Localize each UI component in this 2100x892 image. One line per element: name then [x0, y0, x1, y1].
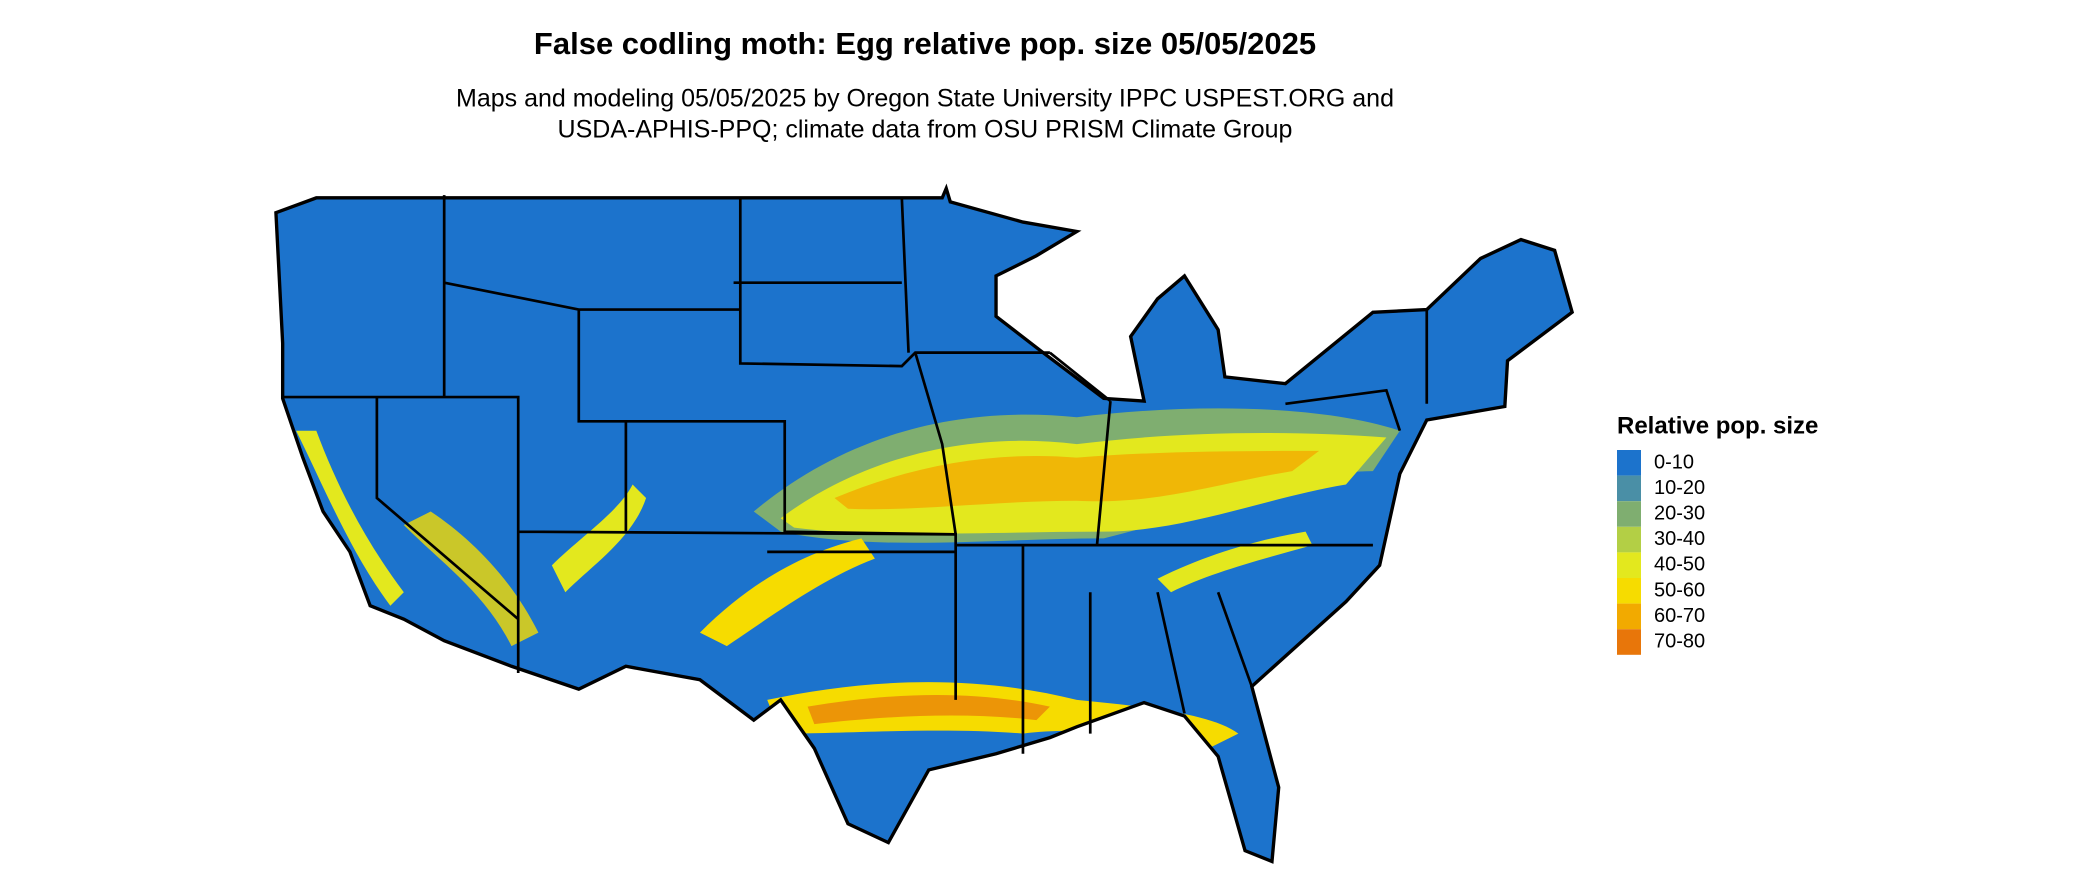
legend-title: Relative pop. size: [1617, 412, 1818, 439]
legend-label: 20-30: [1654, 502, 1705, 524]
legend-swatch: [1617, 629, 1641, 655]
legend-label: 60-70: [1654, 605, 1705, 627]
legend: 0-10 10-20 20-30 30-40 40-50 50-60 60-70 70-80: [1617, 450, 1705, 655]
legend-label: 10-20: [1654, 477, 1705, 499]
state-borders: [282, 195, 1429, 754]
legend-label: 40-50: [1654, 554, 1705, 576]
legend-swatch: [1617, 603, 1641, 630]
legend-label: 70-80: [1654, 630, 1705, 652]
subtitle: Maps and modeling 05/05/2025 by Oregon S…: [456, 85, 1394, 113]
legend-label: 30-40: [1654, 528, 1705, 550]
legend-swatch: [1617, 450, 1641, 476]
legend-swatch: [1617, 578, 1641, 604]
legend-label: 50-60: [1654, 579, 1705, 601]
subtitle: USDA-APHIS-PPQ; climate data from OSU PR…: [558, 116, 1293, 144]
legend-swatch: [1617, 526, 1641, 553]
legend-swatch: [1617, 501, 1641, 527]
legend-swatch: [1617, 475, 1641, 502]
risk-zones: [296, 408, 1400, 748]
us-map: [274, 186, 1574, 864]
map-title: False codling moth: Egg relative pop. si…: [534, 26, 1316, 61]
legend-swatch: [1617, 552, 1641, 578]
legend-label: 0-10: [1654, 451, 1694, 473]
